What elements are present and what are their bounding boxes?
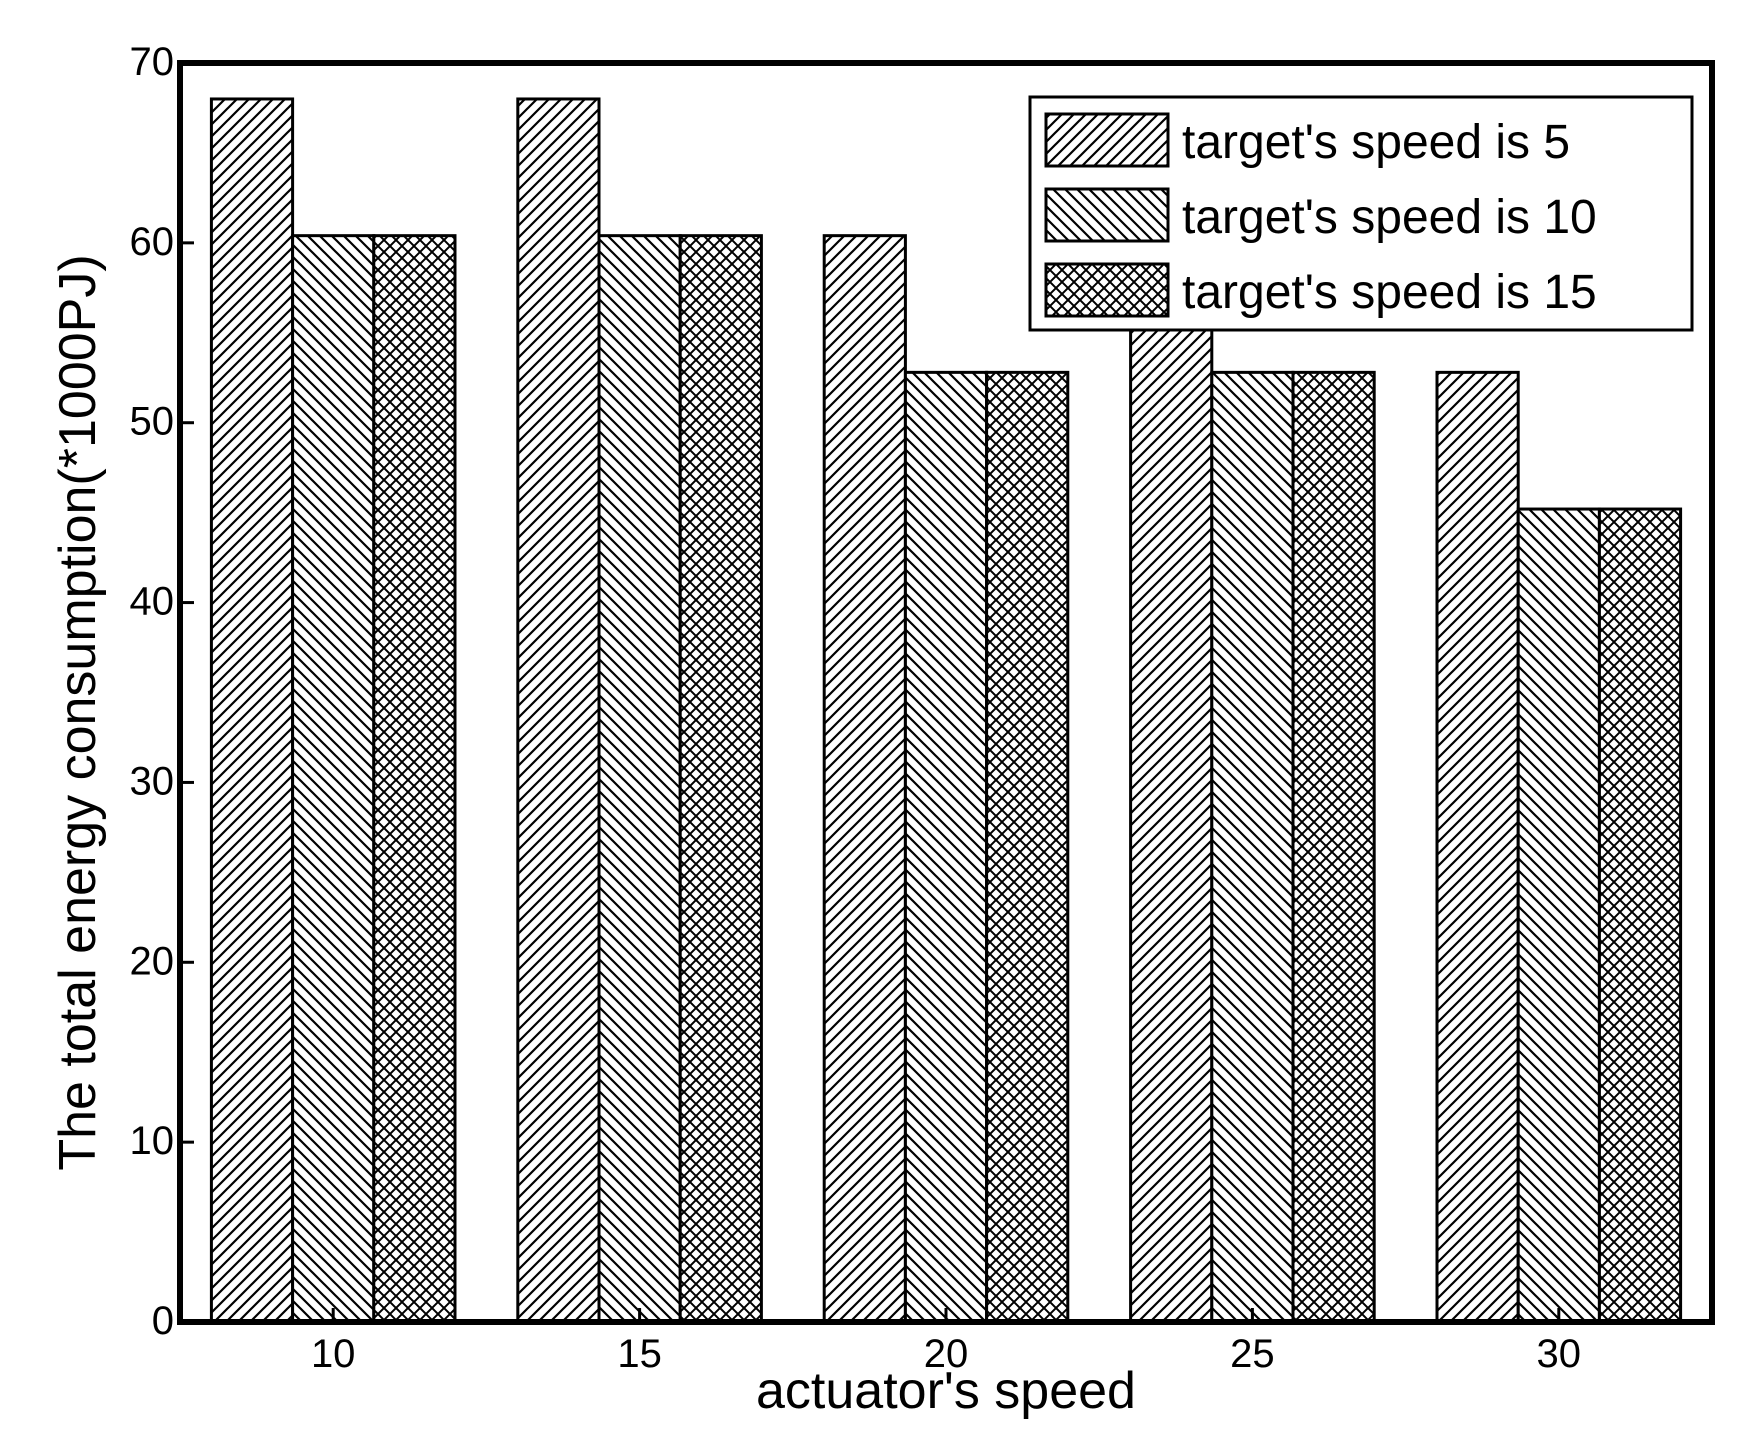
y-axis-title: The total energy consumption(*1000PJ)	[49, 254, 107, 1170]
x-tick-label: 15	[617, 1332, 662, 1376]
legend-label-3: target's speed is 15	[1182, 266, 1597, 319]
x-tick-label: 25	[1230, 1332, 1275, 1376]
bar-series-2-cat-25	[1210, 370, 1295, 1324]
bar-series-3-cat-20	[985, 370, 1070, 1324]
x-tick-label: 20	[924, 1332, 969, 1376]
y-tick-label: 60	[130, 220, 175, 264]
x-tick-label: 10	[311, 1332, 356, 1376]
bar-series-2-cat-15	[597, 234, 682, 1324]
bar-series-1-cat-25	[1129, 325, 1214, 1324]
y-tick-label: 0	[152, 1299, 174, 1343]
bar-series-2-cat-30	[1516, 507, 1601, 1324]
y-tick-label: 10	[130, 1119, 175, 1163]
bar-series-3-cat-30	[1597, 507, 1683, 1324]
y-tick-label: 50	[130, 400, 175, 444]
bar-series-2-cat-20	[903, 370, 989, 1324]
legend-swatch-2	[1044, 187, 1170, 243]
x-tick-label: 30	[1537, 1332, 1582, 1376]
y-tick-label: 20	[130, 939, 175, 983]
x-axis: 10 15 20 25 30	[311, 1308, 1581, 1376]
legend-label-1: target's speed is 5	[1182, 116, 1570, 169]
y-axis: 0 10 20 30 40 50 60 70	[130, 40, 194, 1343]
bars-group	[209, 97, 1683, 1324]
bar-series-3-cat-15	[678, 234, 763, 1324]
legend-label-2: target's speed is 10	[1182, 191, 1597, 244]
x-axis-title: actuator's speed	[756, 1362, 1136, 1420]
bar-series-1-cat-20	[822, 234, 907, 1324]
bar-series-1-cat-30	[1435, 370, 1520, 1324]
legend-swatch-1	[1044, 112, 1170, 168]
y-tick-label: 70	[130, 40, 175, 84]
legend: target's speed is 5 target's speed is 10 t…	[1028, 95, 1694, 332]
bar-series-3-cat-25	[1291, 370, 1376, 1324]
bar-series-3-cat-10	[372, 234, 457, 1324]
y-tick-label: 30	[130, 759, 175, 803]
bar-series-1-cat-10	[209, 97, 295, 1324]
bar-series-1-cat-15	[516, 97, 601, 1324]
bar-series-2-cat-10	[291, 234, 376, 1324]
y-tick-label: 40	[130, 580, 175, 624]
legend-swatch-3	[1044, 262, 1170, 318]
